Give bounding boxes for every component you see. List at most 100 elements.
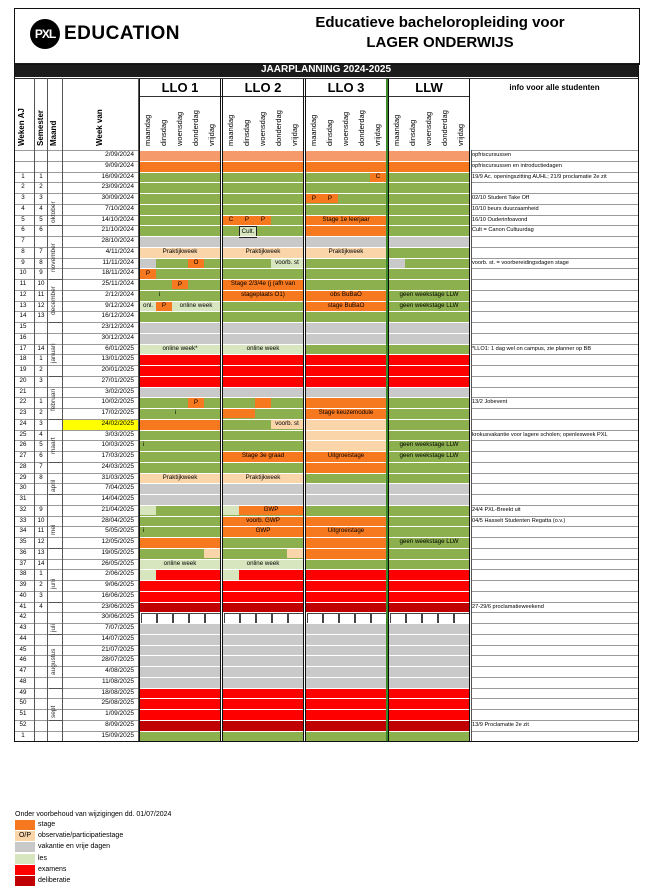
day-header-0-4: vrijdag bbox=[207, 123, 216, 146]
logo-word: EDUCATION bbox=[64, 23, 181, 44]
day-block bbox=[140, 203, 220, 215]
row-line bbox=[14, 150, 138, 151]
day-block bbox=[140, 257, 220, 269]
week-number: 43 bbox=[19, 624, 27, 631]
overlay-label: voorb. st bbox=[275, 420, 299, 428]
week-number: 1 bbox=[21, 731, 25, 739]
day-block bbox=[140, 354, 220, 365]
week-date: 21/07/2025 bbox=[101, 645, 134, 653]
week-date: 16/09/2024 bbox=[101, 172, 134, 180]
day-block bbox=[223, 225, 303, 236]
day-block bbox=[140, 515, 220, 527]
week-number: 26 bbox=[19, 441, 27, 449]
info-text: *LLO1: 1 dag wel on campus, zie planner … bbox=[472, 345, 592, 352]
info-cell bbox=[471, 569, 638, 580]
semester-number: 11 bbox=[37, 527, 45, 535]
info-cell bbox=[471, 548, 638, 559]
row-line bbox=[471, 504, 638, 506]
info-text: 10/10 beurs duurzaamheid bbox=[472, 205, 539, 212]
row-line bbox=[14, 612, 138, 613]
info-cell bbox=[471, 494, 638, 505]
info-cell bbox=[471, 473, 638, 484]
overlay-block bbox=[223, 569, 239, 580]
day-cell bbox=[307, 613, 323, 624]
week-date: 23/12/2024 bbox=[101, 323, 134, 330]
row-line bbox=[471, 397, 638, 398]
day-block bbox=[389, 590, 469, 602]
row-line bbox=[14, 537, 138, 538]
day-block bbox=[389, 537, 469, 548]
day-cell bbox=[240, 613, 256, 624]
overlay-label: P bbox=[161, 302, 167, 309]
week-number: 27 bbox=[19, 452, 27, 459]
row-line bbox=[471, 558, 638, 560]
day-block bbox=[223, 279, 303, 290]
week-date: 30/06/2025 bbox=[101, 613, 134, 621]
semester-number: 7 bbox=[39, 247, 43, 255]
overlay-block: P bbox=[322, 193, 338, 204]
row-line bbox=[471, 676, 638, 678]
row-line bbox=[14, 719, 138, 721]
info-cell bbox=[471, 698, 638, 709]
row-line bbox=[471, 623, 638, 624]
day-block bbox=[389, 257, 469, 269]
semester-number: 4 bbox=[39, 430, 43, 438]
info-text: 04/5 Hasselt Studenten Regatta (o.v.) bbox=[472, 517, 566, 524]
week-date: 2/06/2025 bbox=[105, 570, 134, 578]
info-mark: i bbox=[143, 441, 145, 449]
week-number: 38 bbox=[19, 570, 27, 578]
week-number: 25 bbox=[19, 430, 27, 438]
day-block bbox=[223, 601, 303, 613]
day-block bbox=[389, 332, 469, 344]
day-block bbox=[389, 730, 469, 742]
day-block bbox=[223, 257, 303, 269]
row-line bbox=[14, 440, 138, 441]
group-line bbox=[469, 79, 470, 742]
day-block bbox=[223, 322, 303, 333]
month-line bbox=[49, 418, 62, 420]
day-block bbox=[140, 236, 220, 247]
overlay-block bbox=[140, 161, 220, 171]
day-cell bbox=[141, 613, 157, 624]
week-number: 37 bbox=[19, 559, 27, 567]
row-line bbox=[14, 322, 138, 323]
info-text: 02/10 Student Take Off bbox=[472, 195, 530, 201]
info-cell bbox=[471, 731, 638, 742]
group-line bbox=[303, 79, 304, 742]
overlay-block: C bbox=[370, 172, 386, 182]
overlay-label: O bbox=[193, 259, 199, 266]
row-line bbox=[471, 580, 638, 581]
legend-code: O/P bbox=[18, 832, 32, 840]
day-block bbox=[306, 279, 386, 290]
day-block bbox=[389, 311, 469, 322]
week-date: 14/07/2025 bbox=[101, 634, 134, 642]
row-line bbox=[14, 590, 138, 592]
semester-number: 8 bbox=[39, 473, 43, 481]
logo-mark: PXL bbox=[30, 19, 60, 49]
week-number: 5 bbox=[21, 215, 25, 223]
overlay-block bbox=[140, 580, 156, 591]
row-line bbox=[14, 236, 138, 237]
day-block bbox=[389, 214, 469, 226]
info-header: info voor alle studenten bbox=[509, 83, 600, 92]
overlay-block bbox=[306, 161, 386, 171]
day-block bbox=[389, 160, 469, 172]
day-block bbox=[389, 526, 469, 537]
row-line bbox=[471, 193, 638, 194]
week-number: 15 bbox=[19, 323, 27, 330]
day-block bbox=[140, 451, 220, 462]
col-line bbox=[47, 150, 48, 742]
day-block bbox=[306, 494, 386, 505]
day-cell bbox=[272, 613, 288, 624]
block-label: geen weekstage LLW bbox=[399, 290, 459, 298]
day-block bbox=[389, 698, 469, 709]
col-line bbox=[62, 150, 63, 742]
day-block bbox=[389, 279, 469, 290]
day-block bbox=[306, 666, 386, 677]
week-number: 19 bbox=[19, 366, 27, 373]
day-block bbox=[389, 483, 469, 494]
day-block bbox=[140, 494, 220, 505]
block-label: Praktijkweek bbox=[162, 247, 198, 255]
week-date: 30/12/2024 bbox=[101, 333, 134, 341]
day-block bbox=[223, 429, 303, 441]
